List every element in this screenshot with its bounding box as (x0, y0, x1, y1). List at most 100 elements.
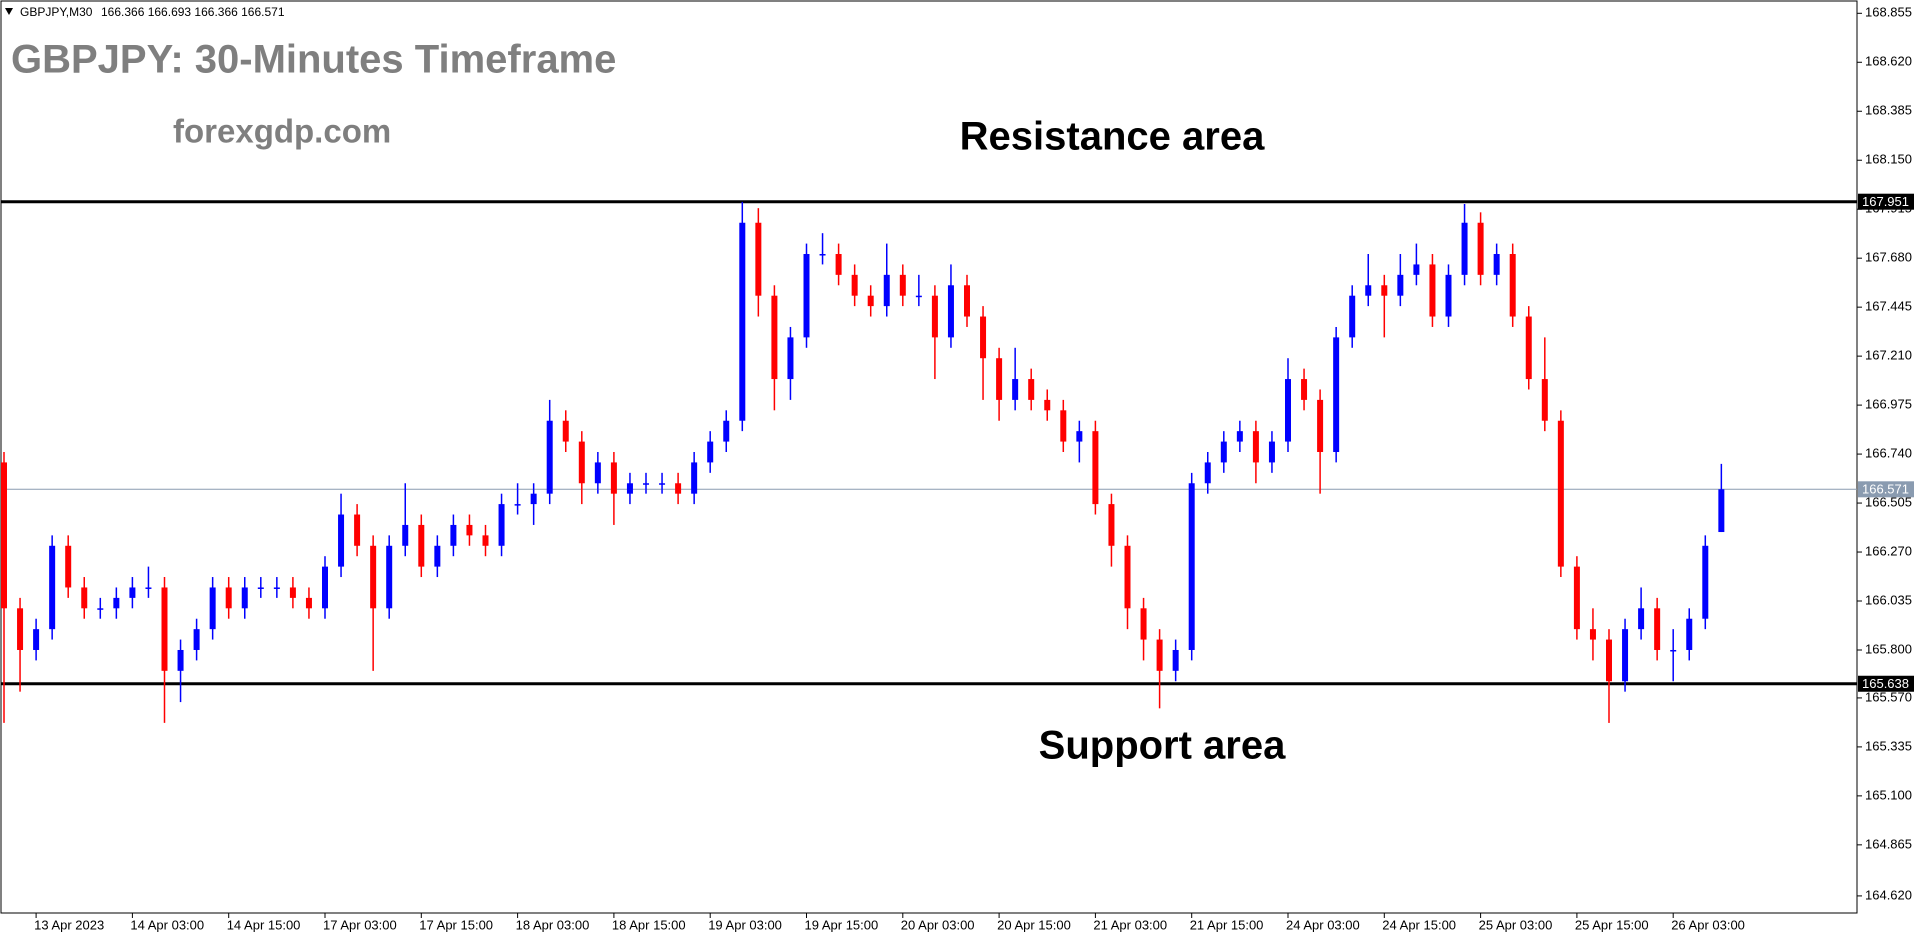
candle-body (1429, 264, 1436, 317)
candle-body (1012, 379, 1019, 400)
chart-subtitle: forexgdp.com (173, 113, 391, 150)
candle-body (835, 254, 842, 275)
level-label: 167.951 (1862, 194, 1909, 209)
annotation: Resistance area (960, 115, 1265, 159)
candle-body (466, 524, 473, 536)
level-tag (1858, 193, 1914, 210)
x-tick-label: 13 Apr 2023 (34, 917, 104, 932)
candle-body (81, 587, 88, 609)
candle-body (1172, 649, 1179, 671)
candle-body (562, 420, 569, 442)
x-tick-label: 26 Apr 03:00 (1671, 917, 1745, 932)
candle-body (1638, 608, 1645, 630)
candle-body (1124, 545, 1131, 609)
candle-body (803, 254, 810, 338)
candle-body (610, 462, 617, 494)
annotation: Support area (1039, 724, 1286, 768)
candle-body (964, 285, 970, 317)
candle-body (1076, 431, 1083, 442)
level-label: 165.638 (1862, 676, 1909, 691)
candle-body (1285, 379, 1291, 442)
candle-body (755, 222, 762, 296)
candle-body (209, 587, 216, 630)
candle-body (177, 649, 184, 671)
candle-body (1349, 295, 1356, 338)
candle-body (771, 295, 778, 380)
candle-body (498, 504, 505, 546)
candle-body (899, 274, 906, 296)
x-tick-label: 19 Apr 15:00 (805, 917, 879, 932)
candle-body (1622, 629, 1629, 682)
y-tick-label: 165.800 (1865, 641, 1912, 656)
candle-body (1044, 399, 1051, 411)
candle-body (739, 222, 746, 421)
x-tick-label: 25 Apr 15:00 (1575, 917, 1649, 932)
candle-body (482, 535, 489, 546)
candle-body (1493, 254, 1500, 275)
x-tick-label: 21 Apr 03:00 (1093, 917, 1167, 932)
candle-body (1317, 399, 1324, 452)
x-tick-label: 20 Apr 03:00 (901, 917, 975, 932)
y-tick-label: 164.865 (1865, 836, 1912, 851)
candle-body (996, 358, 1003, 400)
x-tick-label: 19 Apr 03:00 (708, 917, 782, 932)
y-tick-label: 164.620 (1865, 887, 1912, 902)
candle-body (931, 295, 938, 338)
candle-body (322, 566, 328, 609)
x-tick-label: 25 Apr 03:00 (1479, 917, 1553, 932)
candle-body (113, 597, 120, 609)
y-tick-label: 166.740 (1865, 446, 1912, 461)
candle-body (289, 587, 296, 598)
candle-body (1718, 489, 1725, 533)
candle-body (1204, 462, 1211, 484)
candle-body (1654, 608, 1661, 650)
y-tick-label: 166.505 (1865, 494, 1912, 509)
candle-body (851, 274, 858, 296)
candle-body (1365, 285, 1372, 296)
y-tick-label: 167.680 (1865, 250, 1912, 265)
candle-body (915, 295, 922, 298)
x-tick-label: 20 Apr 15:00 (997, 917, 1071, 932)
x-tick-label: 14 Apr 15:00 (227, 917, 301, 932)
candle-body (883, 274, 890, 307)
y-tick-label: 168.620 (1865, 54, 1912, 69)
menu-arrow (5, 8, 13, 15)
candle-body (1381, 285, 1388, 296)
candle-body (1461, 222, 1468, 275)
candle-body (1028, 379, 1035, 400)
x-tick-label: 18 Apr 03:00 (516, 917, 590, 932)
candle-body (1108, 504, 1115, 546)
y-tick-label: 167.445 (1865, 299, 1912, 314)
candle-body (65, 545, 72, 588)
candle-body (1140, 608, 1147, 640)
y-tick-label: 165.570 (1865, 689, 1912, 704)
candle-body (1670, 649, 1677, 652)
x-tick-label: 17 Apr 15:00 (419, 917, 493, 932)
candle-body (241, 587, 248, 609)
candle-body (867, 295, 874, 307)
candle-body (1413, 264, 1420, 275)
x-tick-label: 14 Apr 03:00 (130, 917, 204, 932)
y-tick-label: 168.150 (1865, 152, 1912, 167)
candle-body (1220, 441, 1227, 463)
candle-body (1589, 629, 1596, 640)
candle-body (1092, 431, 1099, 505)
candle-body (1445, 274, 1452, 317)
candle-body (1573, 566, 1580, 630)
candle-body (1252, 431, 1259, 463)
candle-body (97, 608, 104, 610)
level-tag (1858, 481, 1914, 498)
candle-body (17, 608, 24, 650)
candle-body (33, 629, 40, 650)
candle-body (386, 545, 393, 609)
candle-body (225, 587, 232, 609)
candle-body (402, 524, 409, 546)
candle-body (1686, 618, 1693, 650)
candle-body (1301, 379, 1308, 400)
y-tick-label: 167.210 (1865, 348, 1912, 363)
level-tag (1858, 675, 1914, 692)
candle-body (1236, 431, 1243, 442)
x-tick-label: 17 Apr 03:00 (323, 917, 397, 932)
candle-body (643, 483, 649, 485)
